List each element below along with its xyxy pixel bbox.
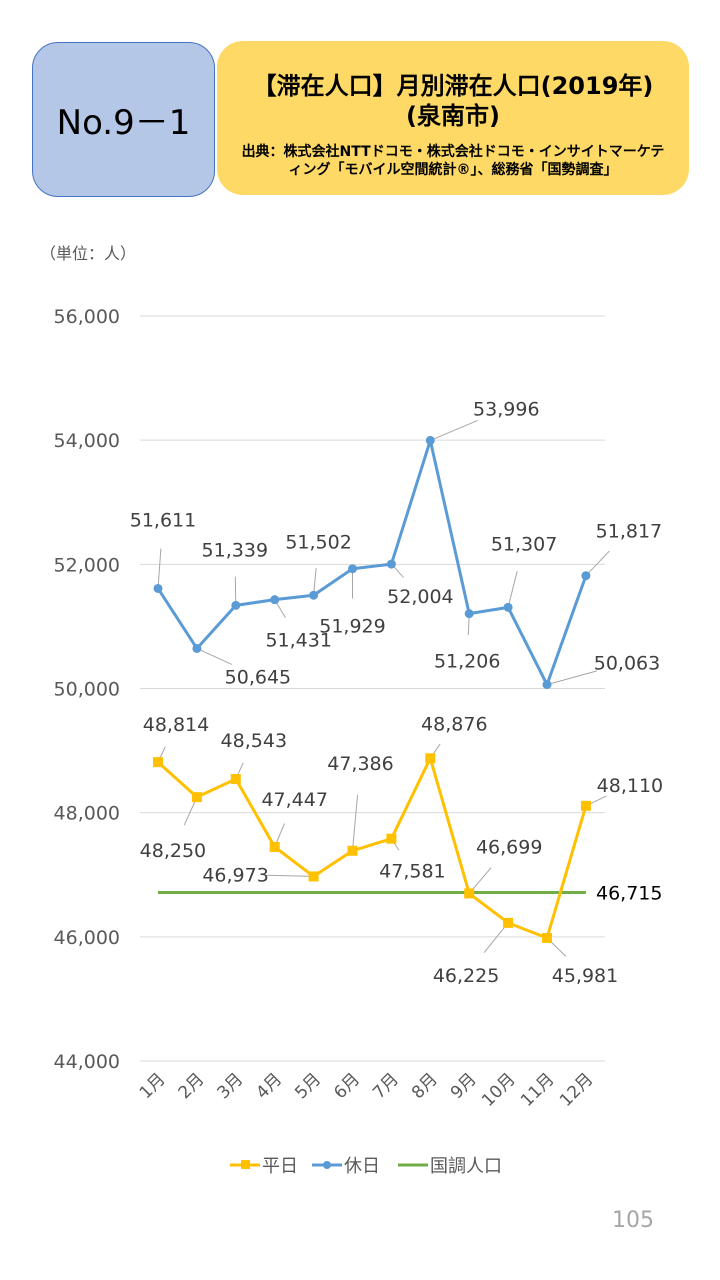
slide-number-box: No.9－1: [32, 42, 215, 197]
data-label: 48,876: [421, 713, 487, 735]
legend-marker-square: [241, 1160, 250, 1169]
data-point-holiday: [464, 609, 474, 619]
leader-line: [430, 420, 478, 441]
y-tick-label: 46,000: [54, 927, 120, 949]
leader-line: [546, 670, 598, 686]
y-tick-label: 54,000: [54, 430, 120, 452]
data-label: 48,814: [143, 714, 209, 736]
data-label: 50,645: [225, 666, 291, 688]
data-label: 51,431: [265, 630, 331, 652]
slide-number: No.9－1: [56, 103, 191, 143]
legend-label: 国調人口: [430, 1156, 502, 1177]
leader-line: [196, 648, 232, 665]
data-label: 51,307: [491, 533, 557, 555]
x-tick-label: 5月: [291, 1069, 325, 1103]
series-line-holiday: [156, 438, 588, 687]
leader-line: [507, 570, 518, 608]
data-label: 47,447: [261, 789, 327, 811]
data-point-weekday: [230, 773, 241, 784]
x-tick-label: 9月: [447, 1069, 481, 1103]
data-label: 46,973: [202, 864, 268, 886]
data-label: 48,110: [597, 775, 663, 797]
data-point-holiday: [425, 435, 435, 445]
data-label: 46,699: [476, 836, 542, 858]
data-point-weekday: [269, 841, 280, 852]
legend-label: 休日: [344, 1156, 380, 1177]
data-point-holiday: [270, 595, 280, 605]
data-label: 51,929: [319, 616, 385, 638]
y-tick-label: 44,000: [54, 1051, 120, 1073]
x-tick-label: 4月: [252, 1069, 286, 1103]
x-tick-label: 11月: [517, 1069, 558, 1110]
x-tick-label: 6月: [330, 1069, 364, 1103]
data-point-holiday: [192, 643, 202, 653]
data-label: 51,611: [130, 509, 196, 531]
data-point-weekday: [308, 871, 319, 882]
legend-marker-circle: [323, 1161, 331, 1169]
line-chart: 44,000 46,000 48,000 50,000 52,000 54,000 56,0…: [54, 306, 664, 1177]
x-tick-label: 1月: [136, 1069, 170, 1103]
y-tick-label: 52,000: [54, 554, 120, 576]
page-number: 105: [612, 1208, 654, 1233]
y-tick-label: 50,000: [54, 679, 120, 701]
leader-line: [352, 794, 359, 851]
x-tick-label: 10月: [478, 1069, 519, 1110]
data-label: 51,339: [202, 539, 268, 561]
leader-line: [585, 550, 610, 577]
data-point-weekday: [347, 845, 358, 856]
data-label: 53,996: [473, 398, 539, 420]
data-point-weekday: [580, 800, 591, 811]
x-tick-label: 12月: [556, 1069, 597, 1110]
legend-label: 平日: [262, 1156, 298, 1177]
data-point-holiday: [231, 600, 241, 610]
x-tick-label: 7月: [369, 1069, 403, 1103]
chart-title: 【滞在人口】月別滞在人口(2019年) (泉南市): [217, 71, 689, 131]
data-point-weekday: [503, 917, 514, 928]
data-label: 52,004: [387, 586, 453, 608]
data-label: 46,715: [596, 882, 662, 904]
data-point-weekday: [153, 757, 163, 768]
data-label: 51,817: [596, 521, 662, 543]
leader-line: [313, 567, 317, 596]
data-point-weekday: [191, 792, 202, 803]
data-point-weekday: [542, 933, 552, 944]
leader-line: [157, 548, 162, 589]
x-tick-label: 8月: [408, 1069, 442, 1103]
data-point-holiday: [581, 571, 591, 581]
leader-line: [265, 874, 314, 877]
title-box: 【滞在人口】月別滞在人口(2019年) (泉南市) 出典：株式会社NTTドコモ・株…: [217, 41, 689, 195]
data-label: 47,386: [327, 753, 393, 775]
data-point-weekday: [425, 753, 436, 764]
data-point-holiday: [542, 680, 552, 690]
y-tick-label: 56,000: [54, 306, 120, 328]
data-label: 45,981: [552, 965, 618, 987]
data-point-holiday: [503, 602, 513, 612]
x-tick-label: 3月: [214, 1069, 248, 1103]
series-line-weekday: [156, 756, 588, 940]
data-point-holiday: [386, 559, 396, 569]
title-line-2: (泉南市): [406, 102, 500, 130]
data-point-holiday: [309, 590, 319, 600]
data-point-weekday: [386, 833, 397, 844]
data-label: 50,063: [594, 653, 660, 675]
data-label: 51,206: [434, 651, 500, 673]
title-line-1: 【滞在人口】月別滞在人口(2019年): [252, 72, 654, 100]
data-point-holiday: [153, 583, 163, 593]
unit-label: （単位：人）: [40, 244, 137, 263]
leader-line: [234, 576, 237, 606]
data-label: 47,581: [379, 861, 445, 883]
data-label: 46,225: [433, 965, 499, 987]
y-tick-label: 48,000: [54, 803, 120, 825]
data-point-holiday: [348, 564, 357, 574]
data-point-weekday: [464, 888, 475, 899]
data-label: 51,502: [285, 531, 351, 553]
data-label: 48,543: [221, 730, 287, 752]
x-tick-label: 2月: [175, 1069, 209, 1103]
data-label: 48,250: [140, 840, 206, 862]
source-note: 出典：株式会社NTTドコモ・株式会社ドコモ・インサイトマーケティング「モバイル空…: [241, 144, 665, 178]
